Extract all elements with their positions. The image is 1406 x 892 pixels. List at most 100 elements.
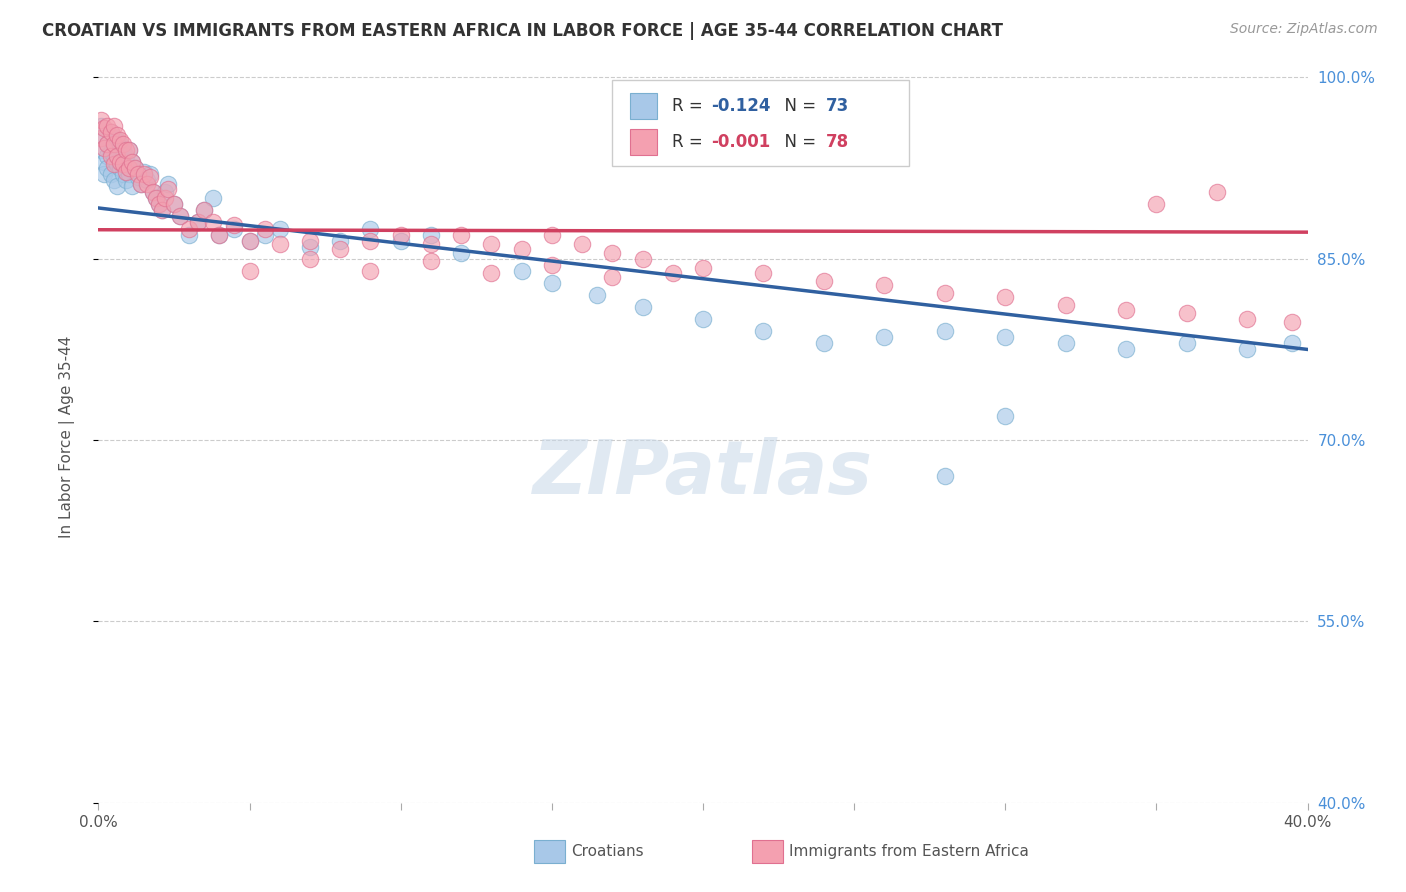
Point — [132, 164, 155, 178]
Point — [163, 197, 186, 211]
Point — [103, 119, 125, 133]
Point — [994, 409, 1017, 423]
Point — [187, 215, 209, 229]
Point — [360, 234, 382, 248]
Point — [360, 221, 382, 235]
Point — [105, 179, 128, 194]
Point — [510, 264, 533, 278]
Point — [571, 237, 593, 252]
Point — [389, 234, 412, 248]
Point — [103, 157, 125, 171]
Point — [105, 157, 128, 171]
Text: N =: N = — [775, 97, 821, 115]
Point — [179, 221, 201, 235]
Point — [1236, 343, 1258, 357]
Point — [145, 191, 167, 205]
Point — [145, 191, 167, 205]
Point — [1175, 306, 1198, 320]
Point — [813, 273, 835, 287]
Point — [132, 167, 155, 181]
Point — [111, 136, 134, 151]
Point — [540, 227, 562, 242]
Point — [111, 143, 134, 157]
Point — [153, 191, 176, 205]
Point — [193, 203, 215, 218]
Point — [153, 186, 176, 200]
Point — [100, 125, 122, 139]
Point — [481, 266, 503, 280]
Point — [148, 197, 170, 211]
Text: R =: R = — [672, 97, 707, 115]
Point — [90, 119, 112, 133]
Point — [163, 197, 186, 211]
Point — [103, 131, 125, 145]
Point — [156, 181, 179, 195]
Point — [111, 167, 134, 181]
Point — [108, 133, 131, 147]
Point — [450, 245, 472, 260]
Point — [752, 324, 775, 338]
Point — [118, 167, 141, 181]
Point — [114, 173, 136, 187]
Point — [127, 167, 149, 181]
Point — [208, 227, 231, 242]
Point — [129, 177, 152, 191]
Point — [269, 221, 291, 235]
Point — [129, 177, 152, 191]
Point — [239, 234, 262, 248]
Text: R =: R = — [672, 133, 707, 152]
Point — [269, 237, 291, 252]
FancyBboxPatch shape — [630, 93, 657, 119]
Point — [135, 177, 157, 191]
FancyBboxPatch shape — [630, 129, 657, 155]
Point — [602, 269, 624, 284]
Y-axis label: In Labor Force | Age 35-44: In Labor Force | Age 35-44 — [59, 336, 75, 538]
Point — [481, 237, 503, 252]
Text: ZIPatlas: ZIPatlas — [533, 437, 873, 510]
Point — [103, 173, 125, 187]
Point — [692, 261, 714, 276]
Point — [114, 164, 136, 178]
Point — [108, 136, 131, 151]
Point — [100, 125, 122, 139]
Point — [150, 203, 173, 218]
Point — [224, 218, 246, 232]
Point — [105, 149, 128, 163]
Point — [121, 155, 143, 169]
Point — [239, 234, 262, 248]
Point — [540, 276, 562, 290]
Text: -0.124: -0.124 — [711, 97, 770, 115]
Text: Croatians: Croatians — [571, 845, 644, 859]
Point — [1281, 315, 1303, 329]
Text: Immigrants from Eastern Africa: Immigrants from Eastern Africa — [789, 845, 1029, 859]
Point — [631, 300, 654, 314]
Point — [96, 136, 118, 151]
Point — [187, 215, 209, 229]
Point — [108, 161, 131, 175]
Point — [299, 240, 322, 254]
Point — [602, 245, 624, 260]
Point — [93, 155, 115, 169]
Point — [202, 215, 225, 229]
Point — [450, 227, 472, 242]
Point — [169, 210, 191, 224]
Point — [1054, 336, 1077, 351]
Point — [420, 227, 443, 242]
Point — [299, 234, 322, 248]
Point — [96, 136, 118, 151]
Point — [661, 266, 683, 280]
Point — [103, 136, 125, 151]
Point — [100, 149, 122, 163]
Point — [124, 161, 146, 175]
Point — [193, 203, 215, 218]
Point — [253, 227, 276, 242]
Point — [586, 288, 609, 302]
Point — [1236, 312, 1258, 326]
Text: Source: ZipAtlas.com: Source: ZipAtlas.com — [1230, 22, 1378, 37]
Point — [124, 161, 146, 175]
Point — [139, 169, 162, 184]
Text: N =: N = — [775, 133, 821, 152]
FancyBboxPatch shape — [613, 80, 908, 167]
Point — [156, 177, 179, 191]
Point — [118, 161, 141, 175]
